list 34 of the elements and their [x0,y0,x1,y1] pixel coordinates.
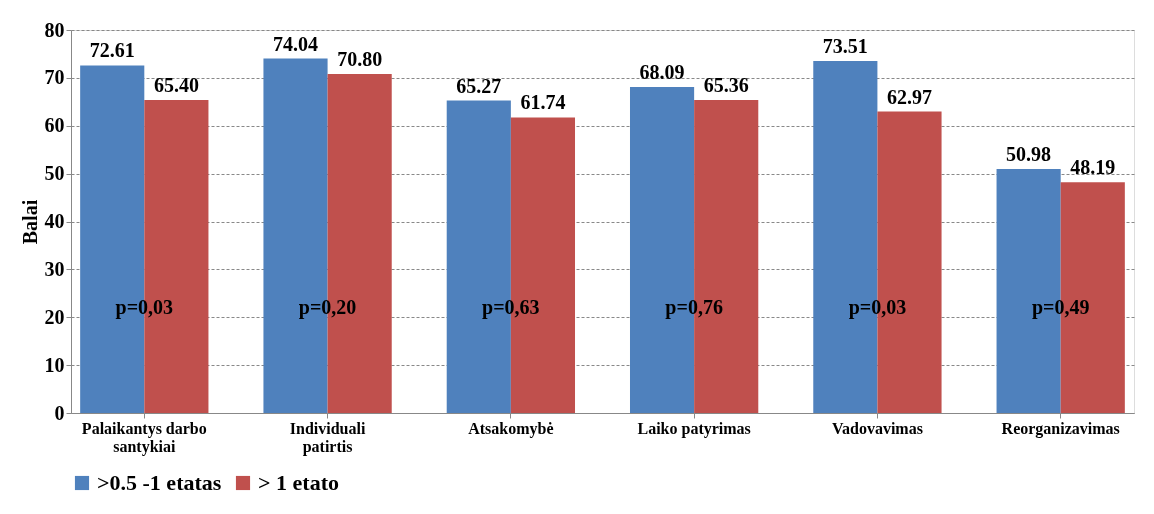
data-label: 62.97 [886,85,932,108]
y-tick-label: 70 [44,66,65,89]
legend-label: >0.5 -1 etatas [97,470,222,495]
y-axis-title: Balai [18,199,41,245]
data-label: 73.51 [822,35,868,58]
y-tick-label: 20 [44,305,65,328]
data-label: 72.61 [89,39,135,62]
x-tick-label: Atsakomybė [468,419,554,438]
y-tick-label: 50 [44,162,65,185]
x-tick-label: Individuali patirtis [289,419,366,456]
x-tick-label: Reorganizavimas [1001,419,1120,438]
legend-label: > 1 etato [258,470,339,495]
x-tick-label: Laiko patyrimas [637,419,751,438]
data-label: 48.19 [1070,156,1116,179]
data-label: 50.98 [1006,142,1052,165]
y-tick-label: 60 [44,114,65,137]
annotation: p=0,20 [298,295,357,319]
y-tick-label: 40 [44,210,65,232]
data-label: 65.36 [703,74,749,97]
y-tick-label: 10 [44,353,65,376]
y-tick-label: 80 [44,18,65,41]
data-label: 61.74 [520,91,566,114]
data-label: 65.27 [456,74,502,97]
data-label: 68.09 [639,61,685,84]
annotation: p=0,03 [115,295,174,319]
data-label: 70.80 [337,48,383,71]
y-tick-label: 30 [44,257,65,280]
data-label: 65.40 [153,73,199,96]
annotation: p=0,76 [665,295,723,319]
x-tick-label: Vadovavimas [831,419,923,437]
annotation: p=0,49 [1031,295,1090,319]
y-tick-label: 0 [54,401,65,424]
data-label: 74.04 [273,32,319,55]
x-tick-label: Palaikantys darbo santykiai [81,419,207,456]
